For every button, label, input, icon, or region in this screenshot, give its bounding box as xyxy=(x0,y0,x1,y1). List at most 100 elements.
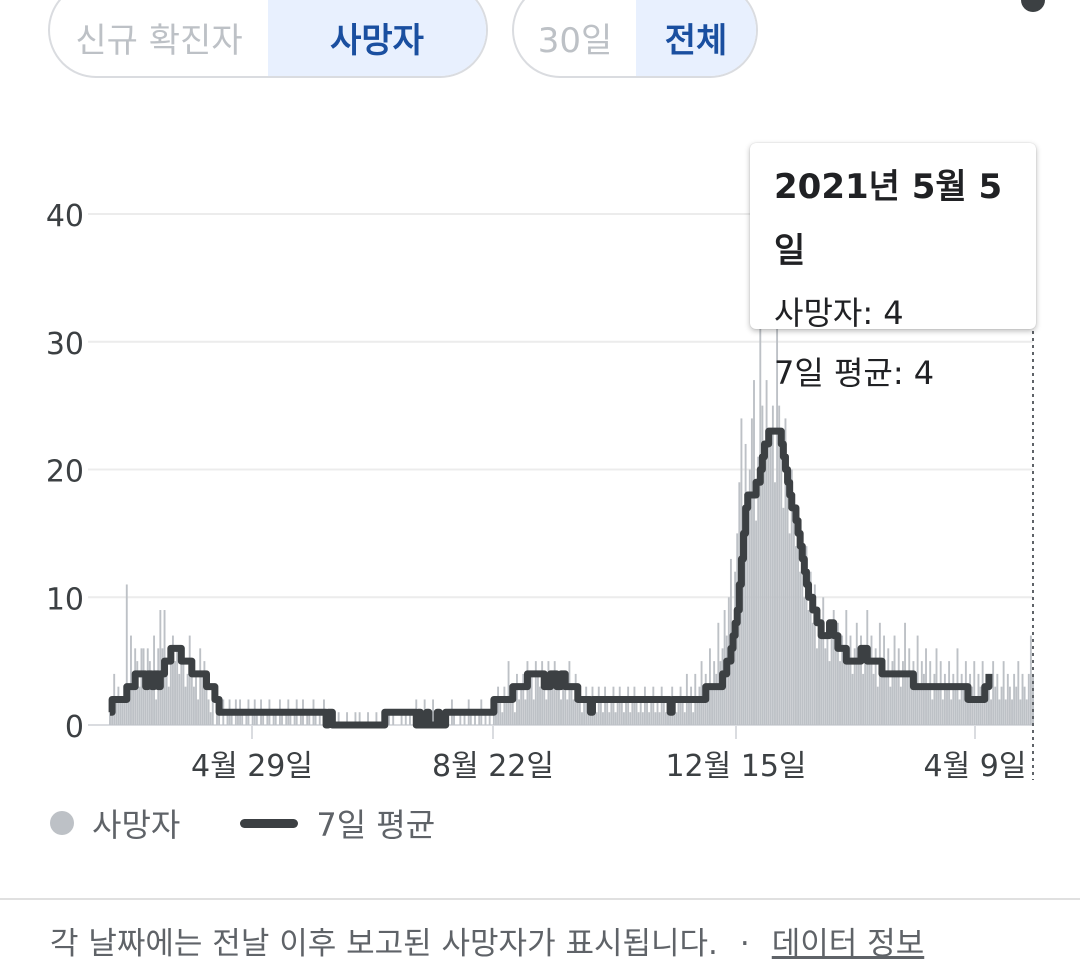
deaths-bar xyxy=(549,686,552,725)
deaths-bar xyxy=(717,622,720,725)
new-cases-tab[interactable]: 신규 확진자 xyxy=(75,20,243,61)
range-30-days-tab[interactable]: 30일 xyxy=(537,20,613,61)
deaths-bar xyxy=(946,686,948,725)
deaths-bar xyxy=(576,699,579,725)
deaths-bar xyxy=(979,686,982,725)
deaths-bar xyxy=(683,712,686,725)
deaths-bar xyxy=(849,635,852,725)
deaths-bar xyxy=(409,712,411,725)
deaths-bar xyxy=(692,712,695,725)
deaths-bar xyxy=(1032,673,1034,725)
deaths-bar xyxy=(962,686,965,725)
deaths-bar xyxy=(620,699,623,725)
deaths-bar xyxy=(553,661,556,725)
deaths-bar xyxy=(813,584,816,725)
deaths-bar xyxy=(862,673,865,725)
deaths-bar xyxy=(836,622,839,725)
deaths-bar xyxy=(132,686,135,725)
deaths-bar xyxy=(180,648,183,725)
deaths-bar xyxy=(293,712,296,725)
deaths-bar xyxy=(188,635,191,725)
deaths-bar xyxy=(654,712,657,725)
deaths-bar xyxy=(860,635,862,725)
deaths-bar xyxy=(776,277,779,725)
deaths-bar xyxy=(885,673,888,725)
deaths-bar xyxy=(866,610,869,725)
deaths-bar xyxy=(568,661,571,725)
data-info-link[interactable]: 데이터 정보 xyxy=(771,926,925,962)
deaths-bar xyxy=(346,712,348,725)
deaths-bar xyxy=(786,482,789,725)
deaths-bar xyxy=(922,673,925,725)
deaths-legend-label: 사망자 xyxy=(92,806,181,844)
deaths-bar xyxy=(507,661,510,725)
deaths-bar xyxy=(169,648,172,725)
deaths-bar xyxy=(809,571,812,725)
deaths-bar xyxy=(513,712,516,725)
deaths-bar xyxy=(262,712,265,725)
deaths-bar xyxy=(536,673,539,725)
deaths-bar xyxy=(1023,686,1026,725)
deaths-bar xyxy=(564,673,567,725)
deaths-bar xyxy=(983,699,986,725)
deaths-bar xyxy=(767,431,770,725)
deaths-bar xyxy=(587,712,590,725)
y-tick-label-40: 40 xyxy=(46,199,84,234)
deaths-bar xyxy=(711,686,713,725)
deaths-bar xyxy=(404,712,407,725)
deaths-bar xyxy=(650,699,653,725)
deaths-bar xyxy=(870,635,873,725)
deaths-bar xyxy=(803,597,806,725)
range-all-tab[interactable]: 전체 xyxy=(636,0,756,76)
deaths-bar xyxy=(818,610,820,725)
deaths-bar xyxy=(985,686,988,725)
hover-indicator xyxy=(1021,0,1045,780)
hover-point xyxy=(1021,0,1045,12)
deaths-bar xyxy=(541,661,544,725)
deaths-bar xyxy=(780,443,783,725)
deaths-bar xyxy=(216,712,218,725)
deaths-bar xyxy=(635,699,638,725)
deaths-tab[interactable]: 사망자 xyxy=(268,0,486,76)
deaths-bar xyxy=(148,661,151,725)
deaths-bar xyxy=(698,686,701,725)
tooltip-deaths: 사망자: 4 xyxy=(774,294,904,332)
deaths-bar xyxy=(358,712,361,725)
deaths-bar xyxy=(375,712,378,725)
deaths-bar xyxy=(543,673,546,725)
deaths-bar xyxy=(669,712,672,725)
deaths-bar xyxy=(920,661,923,725)
deaths-bar xyxy=(192,686,195,725)
y-tick-label-30: 30 xyxy=(46,327,84,362)
deaths-bar xyxy=(973,661,976,725)
deaths-bar xyxy=(851,673,854,725)
deaths-bar xyxy=(742,507,745,725)
deaths-bar xyxy=(864,648,867,725)
deaths-bar xyxy=(771,405,774,725)
deaths-bar xyxy=(681,699,684,725)
deaths-bar xyxy=(646,699,648,725)
deaths-bar xyxy=(643,686,646,725)
deaths-bar xyxy=(478,712,481,725)
deaths-bar xyxy=(184,686,187,725)
deaths-bar xyxy=(677,699,680,725)
deaths-bar xyxy=(876,686,879,725)
deaths-bar xyxy=(887,648,890,725)
deaths-bar xyxy=(318,712,321,725)
deaths-bar xyxy=(526,661,529,725)
deaths-bar xyxy=(807,610,810,725)
deaths-bar xyxy=(597,686,600,725)
deaths-bar xyxy=(251,712,254,725)
deaths-bar xyxy=(696,699,699,725)
deaths-bar xyxy=(205,686,208,725)
deaths-bar xyxy=(171,635,174,725)
deaths-bar xyxy=(136,661,139,725)
average-legend-label: 7일 평균 xyxy=(316,806,436,844)
deaths-chart[interactable]: 0 10 20 30 40 4월 29일 8월 22일 12월 15일 4월 9일 xyxy=(0,0,1080,800)
deaths-bar xyxy=(929,661,932,725)
deaths-bar xyxy=(918,686,921,725)
deaths-bar xyxy=(144,673,147,725)
deaths-bar xyxy=(765,380,768,725)
deaths-bar xyxy=(702,699,705,725)
deaths-bar xyxy=(178,673,181,725)
